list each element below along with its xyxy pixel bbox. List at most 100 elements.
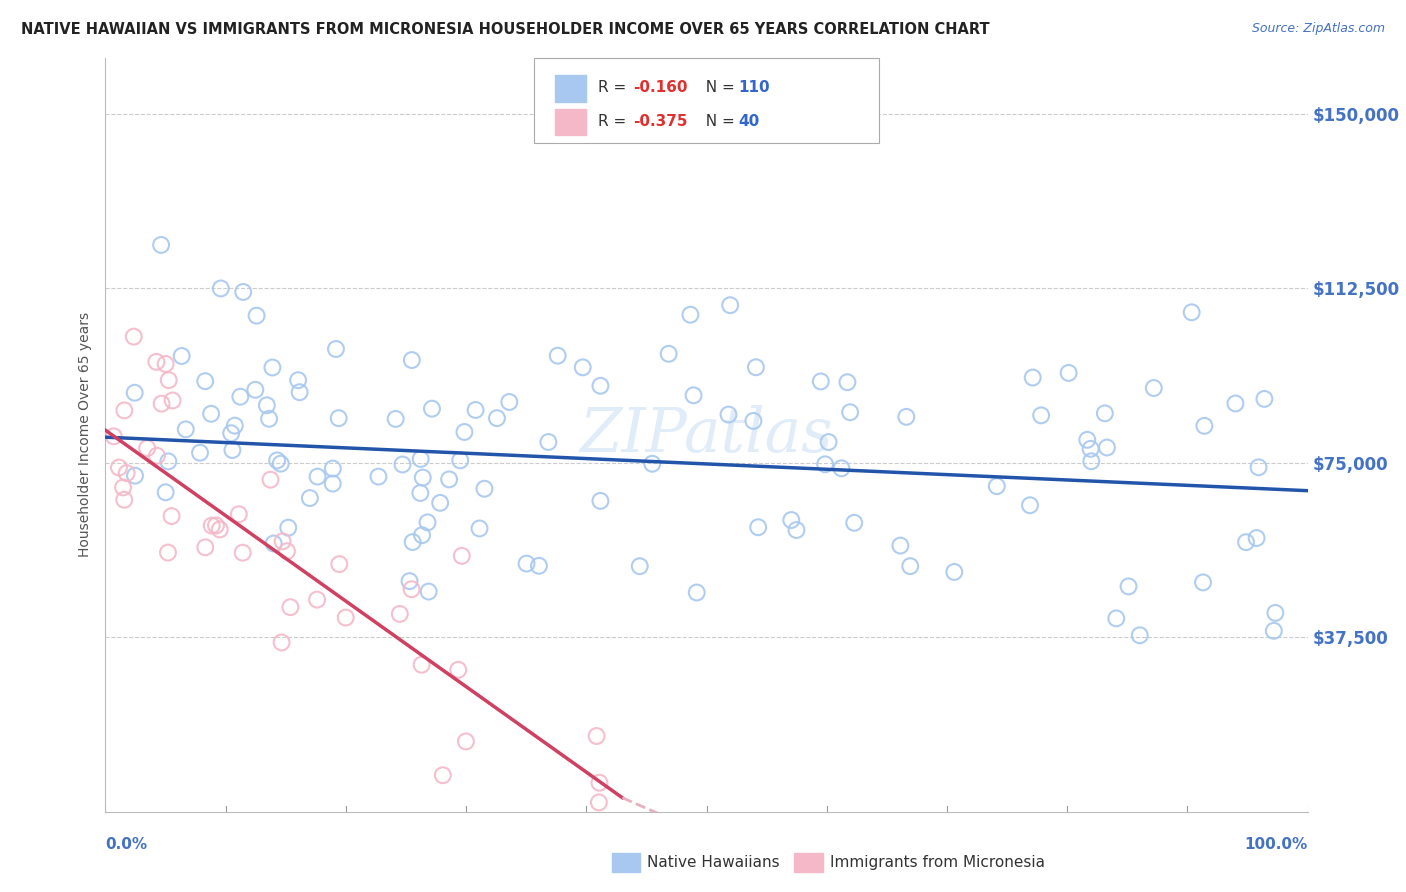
Point — [450, 549, 472, 563]
Point — [1118, 579, 1140, 593]
Text: -0.160: -0.160 — [633, 80, 688, 95]
Point — [537, 435, 560, 450]
Point — [112, 480, 135, 494]
Text: Native Hawaiians: Native Hawaiians — [647, 855, 779, 870]
Point — [276, 544, 298, 558]
Point — [1019, 498, 1042, 512]
Point — [943, 565, 966, 579]
Point — [1181, 305, 1204, 319]
Point — [418, 584, 440, 599]
Point — [718, 298, 741, 312]
Point — [219, 426, 242, 441]
Point — [409, 486, 432, 500]
Text: Source: ZipAtlas.com: Source: ZipAtlas.com — [1251, 22, 1385, 36]
Point — [262, 360, 284, 375]
Point — [464, 403, 486, 417]
Point — [194, 541, 217, 555]
Point — [1080, 454, 1102, 468]
Point — [200, 407, 222, 421]
Point — [328, 411, 350, 425]
Point — [686, 585, 709, 599]
Point — [1080, 442, 1102, 456]
Point — [432, 768, 454, 782]
Point — [307, 469, 329, 483]
Point — [588, 796, 610, 810]
Point — [474, 482, 496, 496]
Point — [136, 441, 159, 455]
Point — [322, 461, 344, 475]
Point — [571, 360, 593, 375]
Point — [221, 443, 243, 458]
Point — [1022, 370, 1045, 384]
Text: 40: 40 — [738, 113, 759, 128]
Point — [307, 592, 329, 607]
Point — [742, 414, 765, 428]
Y-axis label: Householder Income Over 65 years: Householder Income Over 65 years — [79, 312, 93, 558]
Point — [1095, 441, 1118, 455]
Point — [745, 360, 768, 375]
Point — [228, 507, 250, 521]
Point — [401, 535, 423, 549]
Point — [437, 472, 460, 486]
Point — [1263, 624, 1285, 638]
Point — [589, 494, 612, 508]
Point — [367, 469, 389, 483]
Point — [398, 574, 420, 588]
Point — [401, 582, 423, 597]
Point — [335, 610, 357, 624]
Point — [271, 534, 294, 549]
Point — [270, 457, 292, 471]
Point — [150, 238, 173, 252]
Point — [1105, 611, 1128, 625]
Point — [1143, 381, 1166, 395]
Text: R =: R = — [598, 80, 631, 95]
Point — [162, 393, 184, 408]
Point — [585, 729, 607, 743]
Point — [1029, 409, 1052, 423]
Point — [288, 385, 311, 400]
Point — [401, 353, 423, 368]
Point — [388, 607, 411, 621]
Point — [1234, 535, 1257, 549]
Point — [658, 347, 681, 361]
Text: R =: R = — [598, 113, 631, 128]
Point — [682, 388, 704, 402]
Point — [146, 449, 169, 463]
Point — [108, 460, 131, 475]
Point — [896, 409, 918, 424]
Point — [124, 385, 146, 400]
Point — [780, 513, 803, 527]
Point — [527, 558, 550, 573]
Point — [1246, 531, 1268, 545]
Point — [256, 398, 278, 412]
Point — [263, 536, 285, 550]
Point — [224, 418, 246, 433]
Point — [150, 397, 173, 411]
Point — [270, 635, 292, 649]
Point — [112, 492, 135, 507]
Point — [717, 408, 740, 422]
Point — [1264, 606, 1286, 620]
Point — [122, 329, 145, 343]
Point — [1076, 433, 1098, 447]
Point — [245, 383, 267, 397]
Point — [188, 446, 211, 460]
Point — [325, 342, 347, 356]
Point — [103, 429, 125, 443]
Text: 110: 110 — [738, 80, 769, 95]
Point — [156, 545, 179, 559]
Point — [115, 466, 138, 480]
Point — [416, 516, 439, 530]
Point — [1247, 460, 1270, 475]
Point — [170, 349, 193, 363]
Point — [124, 468, 146, 483]
Point — [328, 557, 350, 571]
Point — [468, 521, 491, 535]
Text: 0.0%: 0.0% — [105, 837, 148, 852]
Point — [145, 355, 167, 369]
Point — [155, 357, 177, 371]
Point — [245, 309, 267, 323]
Point — [1057, 366, 1080, 380]
Point — [547, 349, 569, 363]
Text: 100.0%: 100.0% — [1244, 837, 1308, 852]
